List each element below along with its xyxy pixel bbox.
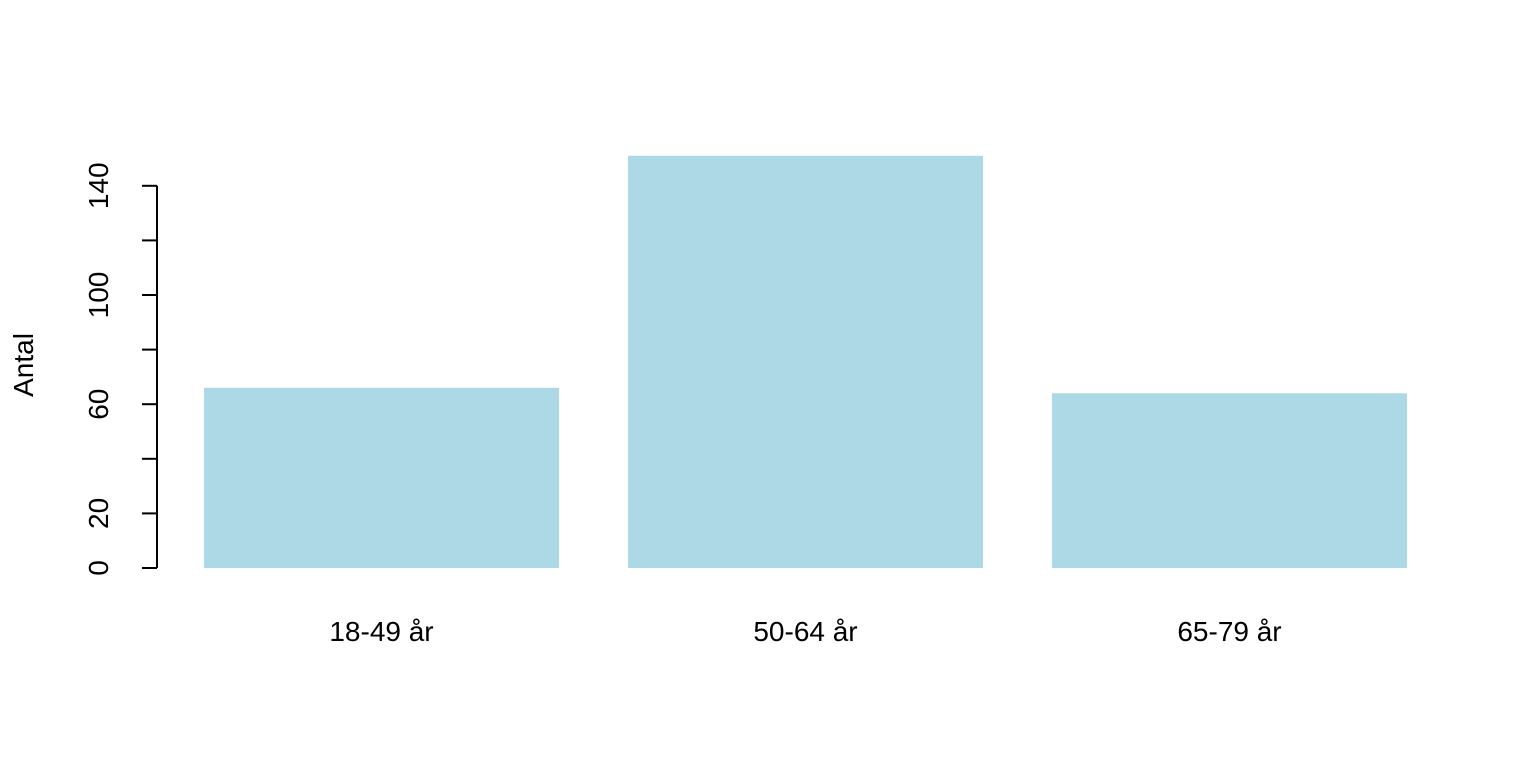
x-axis-labels: 18-49 år 50-64 år 65-79 år xyxy=(329,616,1281,647)
y-tick-label-140: 140 xyxy=(83,162,114,209)
y-axis: 0 20 60 100 140 xyxy=(83,162,158,576)
x-category-label-3: 65-79 år xyxy=(1177,616,1281,647)
y-tick-label-100: 100 xyxy=(83,272,114,319)
x-category-label-2: 50-64 år xyxy=(753,616,857,647)
bar-1 xyxy=(204,387,559,568)
x-category-label-1: 18-49 år xyxy=(329,616,433,647)
bars-group xyxy=(204,155,1407,568)
y-tick-label-20: 20 xyxy=(83,498,114,529)
bar-2 xyxy=(628,155,983,568)
bar-3 xyxy=(1052,393,1407,568)
y-axis-title: Antal xyxy=(8,333,39,397)
y-tick-label-0: 0 xyxy=(83,560,114,576)
y-tick-label-60: 60 xyxy=(83,389,114,420)
y-ticks: 0 20 60 100 140 xyxy=(83,162,157,576)
